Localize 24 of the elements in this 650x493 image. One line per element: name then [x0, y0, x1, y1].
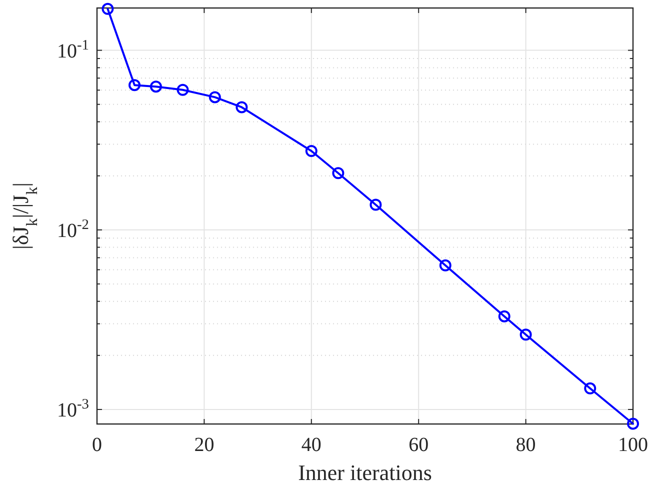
point [332, 167, 344, 180]
point [498, 310, 510, 322]
point [370, 198, 382, 211]
point [627, 418, 639, 430]
point [236, 101, 248, 114]
x-tick-label: 0 [92, 434, 102, 456]
x-tick-label: 40 [301, 434, 322, 456]
x-axis-title: Inner iterations [298, 460, 432, 485]
x-tick-label: 60 [408, 434, 429, 456]
point [584, 382, 596, 394]
point [102, 2, 114, 15]
point [128, 79, 141, 92]
x-tick-label: 20 [194, 434, 214, 456]
point [176, 84, 189, 96]
x-tick-label: 100 [618, 434, 648, 456]
y-tick-label: 10$^{-3}$ [57, 396, 89, 422]
point [520, 328, 532, 341]
x-tick-label: 80 [516, 434, 536, 456]
y-tick-label: 10$^{-1}$ [57, 37, 89, 62]
point [305, 144, 318, 157]
point [439, 259, 452, 272]
point [150, 80, 162, 93]
y-tick-label: 10$^{-2}$ [57, 216, 89, 242]
point [208, 91, 221, 104]
